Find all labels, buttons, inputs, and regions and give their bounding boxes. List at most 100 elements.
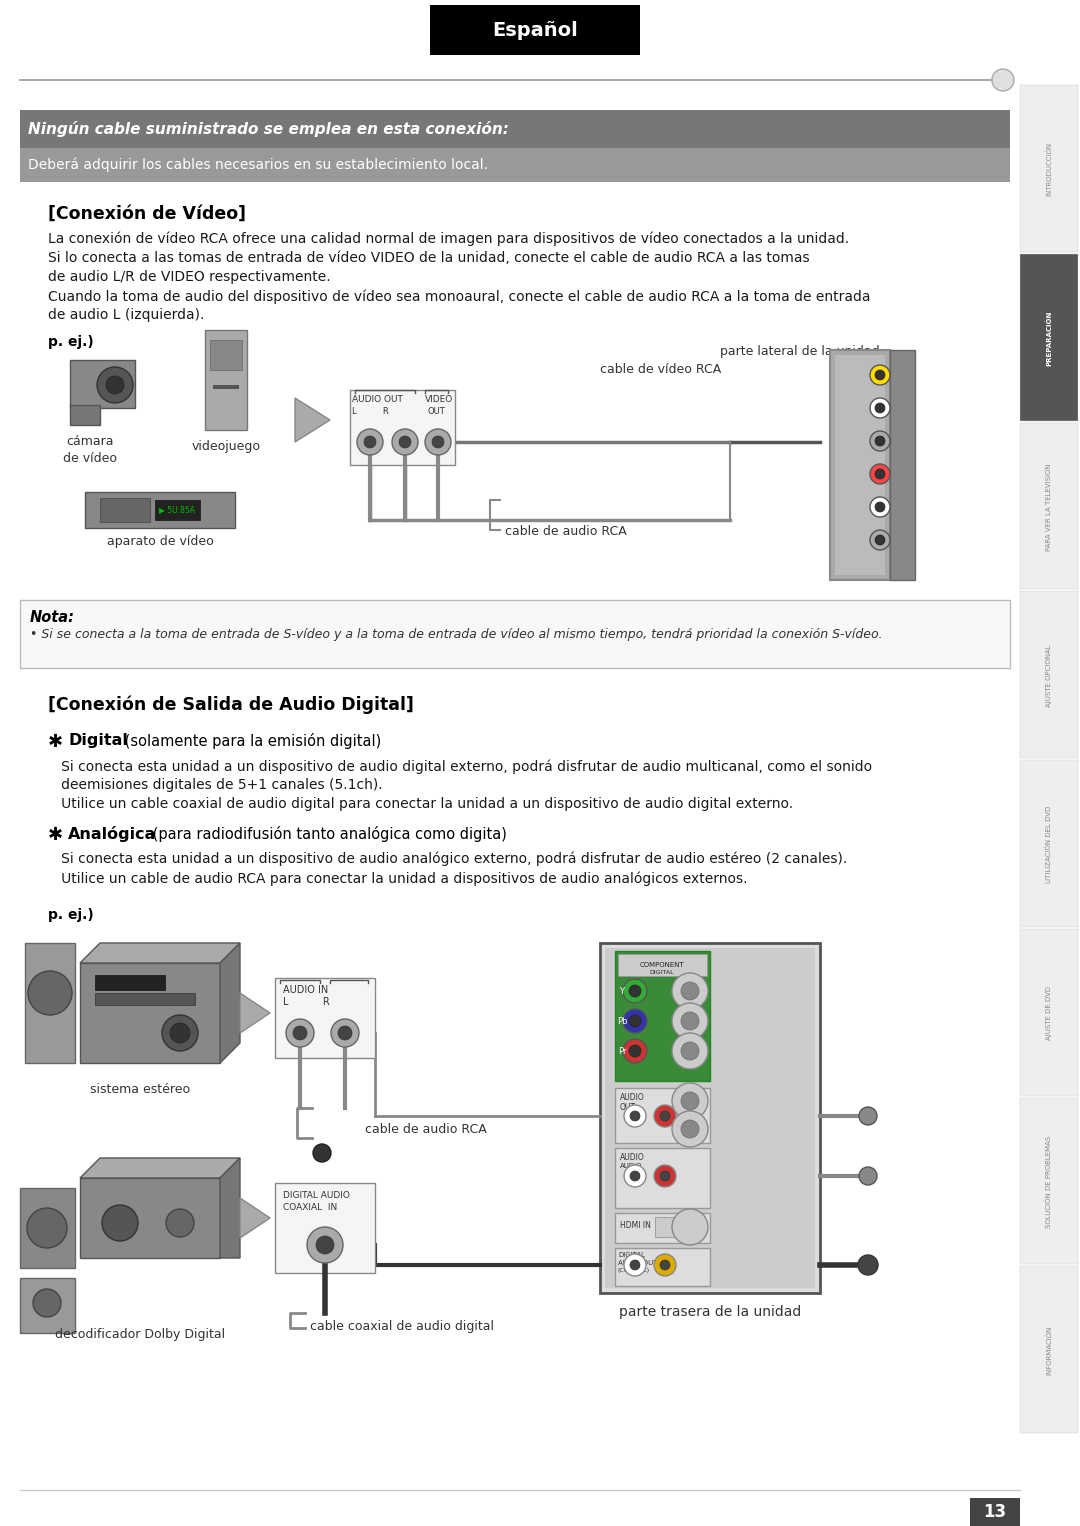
Bar <box>70 404 100 426</box>
Bar <box>654 1218 696 1238</box>
Circle shape <box>654 1254 676 1276</box>
Text: L           R: L R <box>283 996 329 1007</box>
Text: 13: 13 <box>984 1503 1007 1521</box>
Circle shape <box>858 1254 878 1276</box>
Circle shape <box>654 1105 676 1128</box>
Text: PREPARACIÓN: PREPARACIÓN <box>1045 310 1052 366</box>
Circle shape <box>357 429 383 455</box>
Bar <box>95 975 165 990</box>
Text: La conexión de vídeo RCA ofrece una calidad normal de imagen para dispositivos d: La conexión de vídeo RCA ofrece una cali… <box>48 232 849 247</box>
Text: (COAXIAL): (COAXIAL) <box>618 1268 650 1273</box>
Text: SOLUCIÓN DE PROBLEMAS: SOLUCIÓN DE PROBLEMAS <box>1045 1135 1052 1228</box>
Text: Cuando la toma de audio del dispositivo de vídeo sea monoaural, conecte el cable: Cuando la toma de audio del dispositivo … <box>48 288 870 304</box>
Bar <box>21 1277 75 1334</box>
Bar <box>890 349 915 580</box>
Circle shape <box>28 971 72 1015</box>
Text: AUDIO: AUDIO <box>620 1163 643 1169</box>
Text: videojuego: videojuego <box>191 439 260 453</box>
Circle shape <box>875 468 885 479</box>
Bar <box>1020 1267 1078 1433</box>
Text: ▶ 5U:85A: ▶ 5U:85A <box>159 505 195 514</box>
Bar <box>970 1499 1020 1526</box>
Circle shape <box>392 429 418 455</box>
Text: cable de audio RCA: cable de audio RCA <box>365 1123 487 1135</box>
Text: [Conexión de Salida de Audio Digital]: [Conexión de Salida de Audio Digital] <box>48 694 414 714</box>
Circle shape <box>624 1254 646 1276</box>
Circle shape <box>307 1227 343 1264</box>
Circle shape <box>875 536 885 545</box>
Circle shape <box>286 1019 314 1047</box>
Text: p. ej.): p. ej.) <box>48 908 94 922</box>
Circle shape <box>624 1164 646 1187</box>
Text: Analógica: Analógica <box>68 826 157 842</box>
Text: • Si se conecta a la toma de entrada de S-vídeo y a la toma de entrada de vídeo : • Si se conecta a la toma de entrada de … <box>30 629 882 641</box>
Polygon shape <box>220 1158 240 1257</box>
Circle shape <box>630 1111 640 1122</box>
Text: ✱: ✱ <box>48 732 63 751</box>
Circle shape <box>681 1042 699 1061</box>
Polygon shape <box>220 943 240 1064</box>
Circle shape <box>660 1111 670 1122</box>
Bar <box>80 963 220 1064</box>
Bar <box>1020 1097 1078 1264</box>
Circle shape <box>870 530 890 549</box>
Circle shape <box>293 1025 307 1041</box>
Circle shape <box>97 366 133 403</box>
Circle shape <box>870 464 890 484</box>
Text: Y: Y <box>620 986 624 995</box>
Bar <box>600 943 820 1293</box>
Bar <box>205 330 247 430</box>
Text: DIGITAL: DIGITAL <box>650 971 674 975</box>
Text: Ningún cable suministrado se emplea en esta conexión:: Ningún cable suministrado se emplea en e… <box>28 121 509 137</box>
Text: parte trasera de la unidad: parte trasera de la unidad <box>619 1305 801 1318</box>
Bar <box>85 491 235 528</box>
Bar <box>100 497 150 522</box>
Circle shape <box>870 398 890 418</box>
Text: AUDIO OUT: AUDIO OUT <box>618 1260 658 1267</box>
Text: PARA VER LA TELEVISIÓN: PARA VER LA TELEVISIÓN <box>1045 462 1052 551</box>
Text: cámara
de vídeo: cámara de vídeo <box>63 435 117 465</box>
Text: (solamente para la emisión digital): (solamente para la emisión digital) <box>120 732 381 749</box>
Text: Utilice un cable de audio RCA para conectar la unidad a dispositivos de audio an: Utilice un cable de audio RCA para conec… <box>48 871 747 885</box>
Text: cable de audio RCA: cable de audio RCA <box>505 525 626 539</box>
Text: AJUSTE OPCIONAL: AJUSTE OPCIONAL <box>1047 644 1052 707</box>
Circle shape <box>316 1236 334 1254</box>
Bar <box>605 948 815 1288</box>
Circle shape <box>672 1033 708 1070</box>
Circle shape <box>875 369 885 380</box>
Circle shape <box>623 1009 647 1033</box>
Polygon shape <box>295 398 330 443</box>
Text: sistema estéreo: sistema estéreo <box>90 1083 190 1096</box>
Circle shape <box>27 1209 67 1248</box>
Text: AJUSTE DE DVD: AJUSTE DE DVD <box>1047 986 1052 1041</box>
Text: Utilice un cable coaxial de audio digital para conectar la unidad a un dispositi: Utilice un cable coaxial de audio digita… <box>48 797 793 810</box>
Bar <box>1020 760 1078 926</box>
Text: OUT: OUT <box>428 407 446 417</box>
Bar <box>1020 929 1078 1096</box>
Text: INFORMACIÓN: INFORMACIÓN <box>1045 1326 1052 1375</box>
Bar <box>618 954 707 977</box>
Text: de audio L (izquierda).: de audio L (izquierda). <box>48 308 204 322</box>
Text: AUDIO: AUDIO <box>620 1093 645 1102</box>
Text: L          R: L R <box>352 407 389 417</box>
Circle shape <box>102 1206 138 1241</box>
Text: Si conecta esta unidad a un dispositivo de audio digital externo, podrá disfruta: Si conecta esta unidad a un dispositivo … <box>48 758 873 774</box>
Text: Deberá adquirir los cables necesarios en su establecimiento local.: Deberá adquirir los cables necesarios en… <box>28 157 488 172</box>
Bar <box>21 600 1010 668</box>
Text: deemisiones digitales de 5+1 canales (5.1ch).: deemisiones digitales de 5+1 canales (5.… <box>48 778 382 792</box>
Circle shape <box>875 502 885 513</box>
Bar <box>831 349 890 580</box>
Text: UTILIZACIÓN DEL DVD: UTILIZACIÓN DEL DVD <box>1045 806 1052 884</box>
Circle shape <box>654 1164 676 1187</box>
Bar <box>615 1213 710 1244</box>
Circle shape <box>170 1022 190 1042</box>
Text: (para radiodifusión tanto analógica como digita): (para radiodifusión tanto analógica como… <box>148 826 507 842</box>
Polygon shape <box>80 943 240 963</box>
Text: HDMI IN: HDMI IN <box>620 1221 651 1230</box>
Circle shape <box>681 983 699 1000</box>
Circle shape <box>313 1144 330 1161</box>
Circle shape <box>629 984 642 996</box>
Text: ✱: ✱ <box>48 826 63 844</box>
Bar <box>1020 253 1078 421</box>
Circle shape <box>672 1209 708 1245</box>
